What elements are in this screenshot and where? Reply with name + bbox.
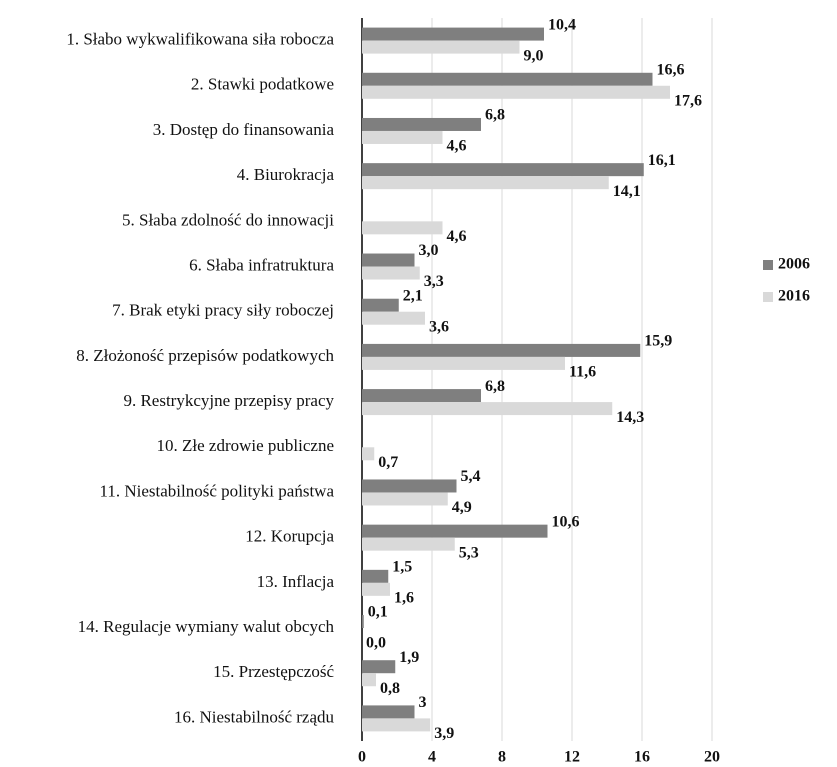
value-label: 0,7 <box>378 454 398 471</box>
y-tick-label: 13. Inflacja <box>257 572 335 591</box>
value-label: 0,8 <box>380 680 400 697</box>
value-label: 2,1 <box>403 287 423 304</box>
bar <box>362 402 613 416</box>
bar <box>362 298 399 312</box>
bar <box>362 479 457 493</box>
bar <box>362 85 670 99</box>
value-label: 16,1 <box>648 152 676 169</box>
value-label: 3,3 <box>424 273 444 290</box>
value-label: 4,9 <box>452 499 472 516</box>
bar <box>362 447 375 461</box>
y-tick-label: 1. Słabo wykwalifikowana siła robocza <box>66 30 334 49</box>
value-label: 16,6 <box>657 61 685 78</box>
value-label: 6,8 <box>485 107 505 124</box>
bar <box>362 40 520 54</box>
value-label: 14,1 <box>613 183 641 200</box>
y-tick-label: 7. Brak etyki pracy siły roboczej <box>112 301 334 320</box>
value-label: 11,6 <box>569 364 596 381</box>
bar <box>362 27 544 41</box>
value-label: 14,3 <box>616 409 644 426</box>
bar <box>362 72 653 86</box>
bar <box>362 356 565 370</box>
y-tick-label: 9. Restrykcyjne przepisy pracy <box>123 391 334 410</box>
value-label: 3,6 <box>429 318 449 335</box>
value-label: 4,6 <box>447 228 467 245</box>
bar <box>362 582 390 596</box>
value-label: 3,0 <box>419 242 439 259</box>
value-label: 3,9 <box>434 725 454 742</box>
bar <box>362 615 364 629</box>
bar <box>362 221 443 235</box>
legend-swatch <box>763 260 773 270</box>
value-label: 1,9 <box>399 649 419 666</box>
x-tick-label: 20 <box>704 749 720 766</box>
value-label: 10,4 <box>548 16 576 33</box>
y-tick-label: 4. Biurokracja <box>237 165 335 184</box>
value-label: 5,4 <box>461 468 481 485</box>
value-label: 3 <box>419 694 427 711</box>
value-label: 9,0 <box>524 47 544 64</box>
value-label: 10,6 <box>552 513 580 530</box>
value-label: 5,3 <box>459 544 479 561</box>
bar <box>362 176 609 190</box>
y-tick-label: 2. Stawki podatkowe <box>191 75 334 94</box>
x-tick-label: 12 <box>564 749 580 766</box>
bar <box>362 389 481 403</box>
y-tick-label: 6. Słaba infratruktura <box>189 255 334 274</box>
bar <box>362 311 425 325</box>
bar <box>362 660 396 674</box>
value-label: 0,0 <box>366 635 386 652</box>
value-label: 0,1 <box>368 604 388 621</box>
x-tick-label: 16 <box>634 749 650 766</box>
value-label: 1,5 <box>392 559 412 576</box>
value-label: 1,6 <box>394 590 414 607</box>
y-tick-label: 5. Słaba zdolność do innowacji <box>122 210 334 229</box>
bar <box>362 266 420 280</box>
legend-label: 2006 <box>778 256 810 273</box>
bar <box>362 253 415 267</box>
y-tick-label: 10. Złe zdrowie publiczne <box>157 436 335 455</box>
value-label: 15,9 <box>644 333 672 350</box>
value-label: 17,6 <box>674 92 702 109</box>
y-tick-label: 11. Niestabilność polityki państwa <box>99 481 334 500</box>
value-label: 4,6 <box>447 138 467 155</box>
bar <box>362 673 376 687</box>
bar <box>362 130 443 144</box>
y-tick-label: 12. Korupcja <box>245 527 334 546</box>
bar <box>362 524 548 538</box>
bar <box>362 705 415 719</box>
legend-swatch <box>763 292 773 302</box>
y-tick-label: 15. Przestępczość <box>213 662 334 681</box>
bar <box>362 537 455 551</box>
bar <box>362 117 481 131</box>
y-tick-label: 14. Regulacje wymiany walut obcych <box>78 617 335 636</box>
y-tick-label: 3. Dostęp do finansowania <box>153 120 335 139</box>
y-tick-label: 16. Niestabilność rządu <box>174 707 335 726</box>
bar <box>362 343 641 357</box>
legend-label: 2016 <box>778 288 810 305</box>
bar <box>362 492 448 506</box>
bar <box>362 569 389 583</box>
x-tick-label: 4 <box>428 749 436 766</box>
bar <box>362 718 431 732</box>
bar <box>362 163 644 177</box>
value-label: 6,8 <box>485 378 505 395</box>
y-tick-label: 8. Złożoność przepisów podatkowych <box>76 346 334 365</box>
x-tick-label: 0 <box>358 749 366 766</box>
x-tick-label: 8 <box>498 749 506 766</box>
